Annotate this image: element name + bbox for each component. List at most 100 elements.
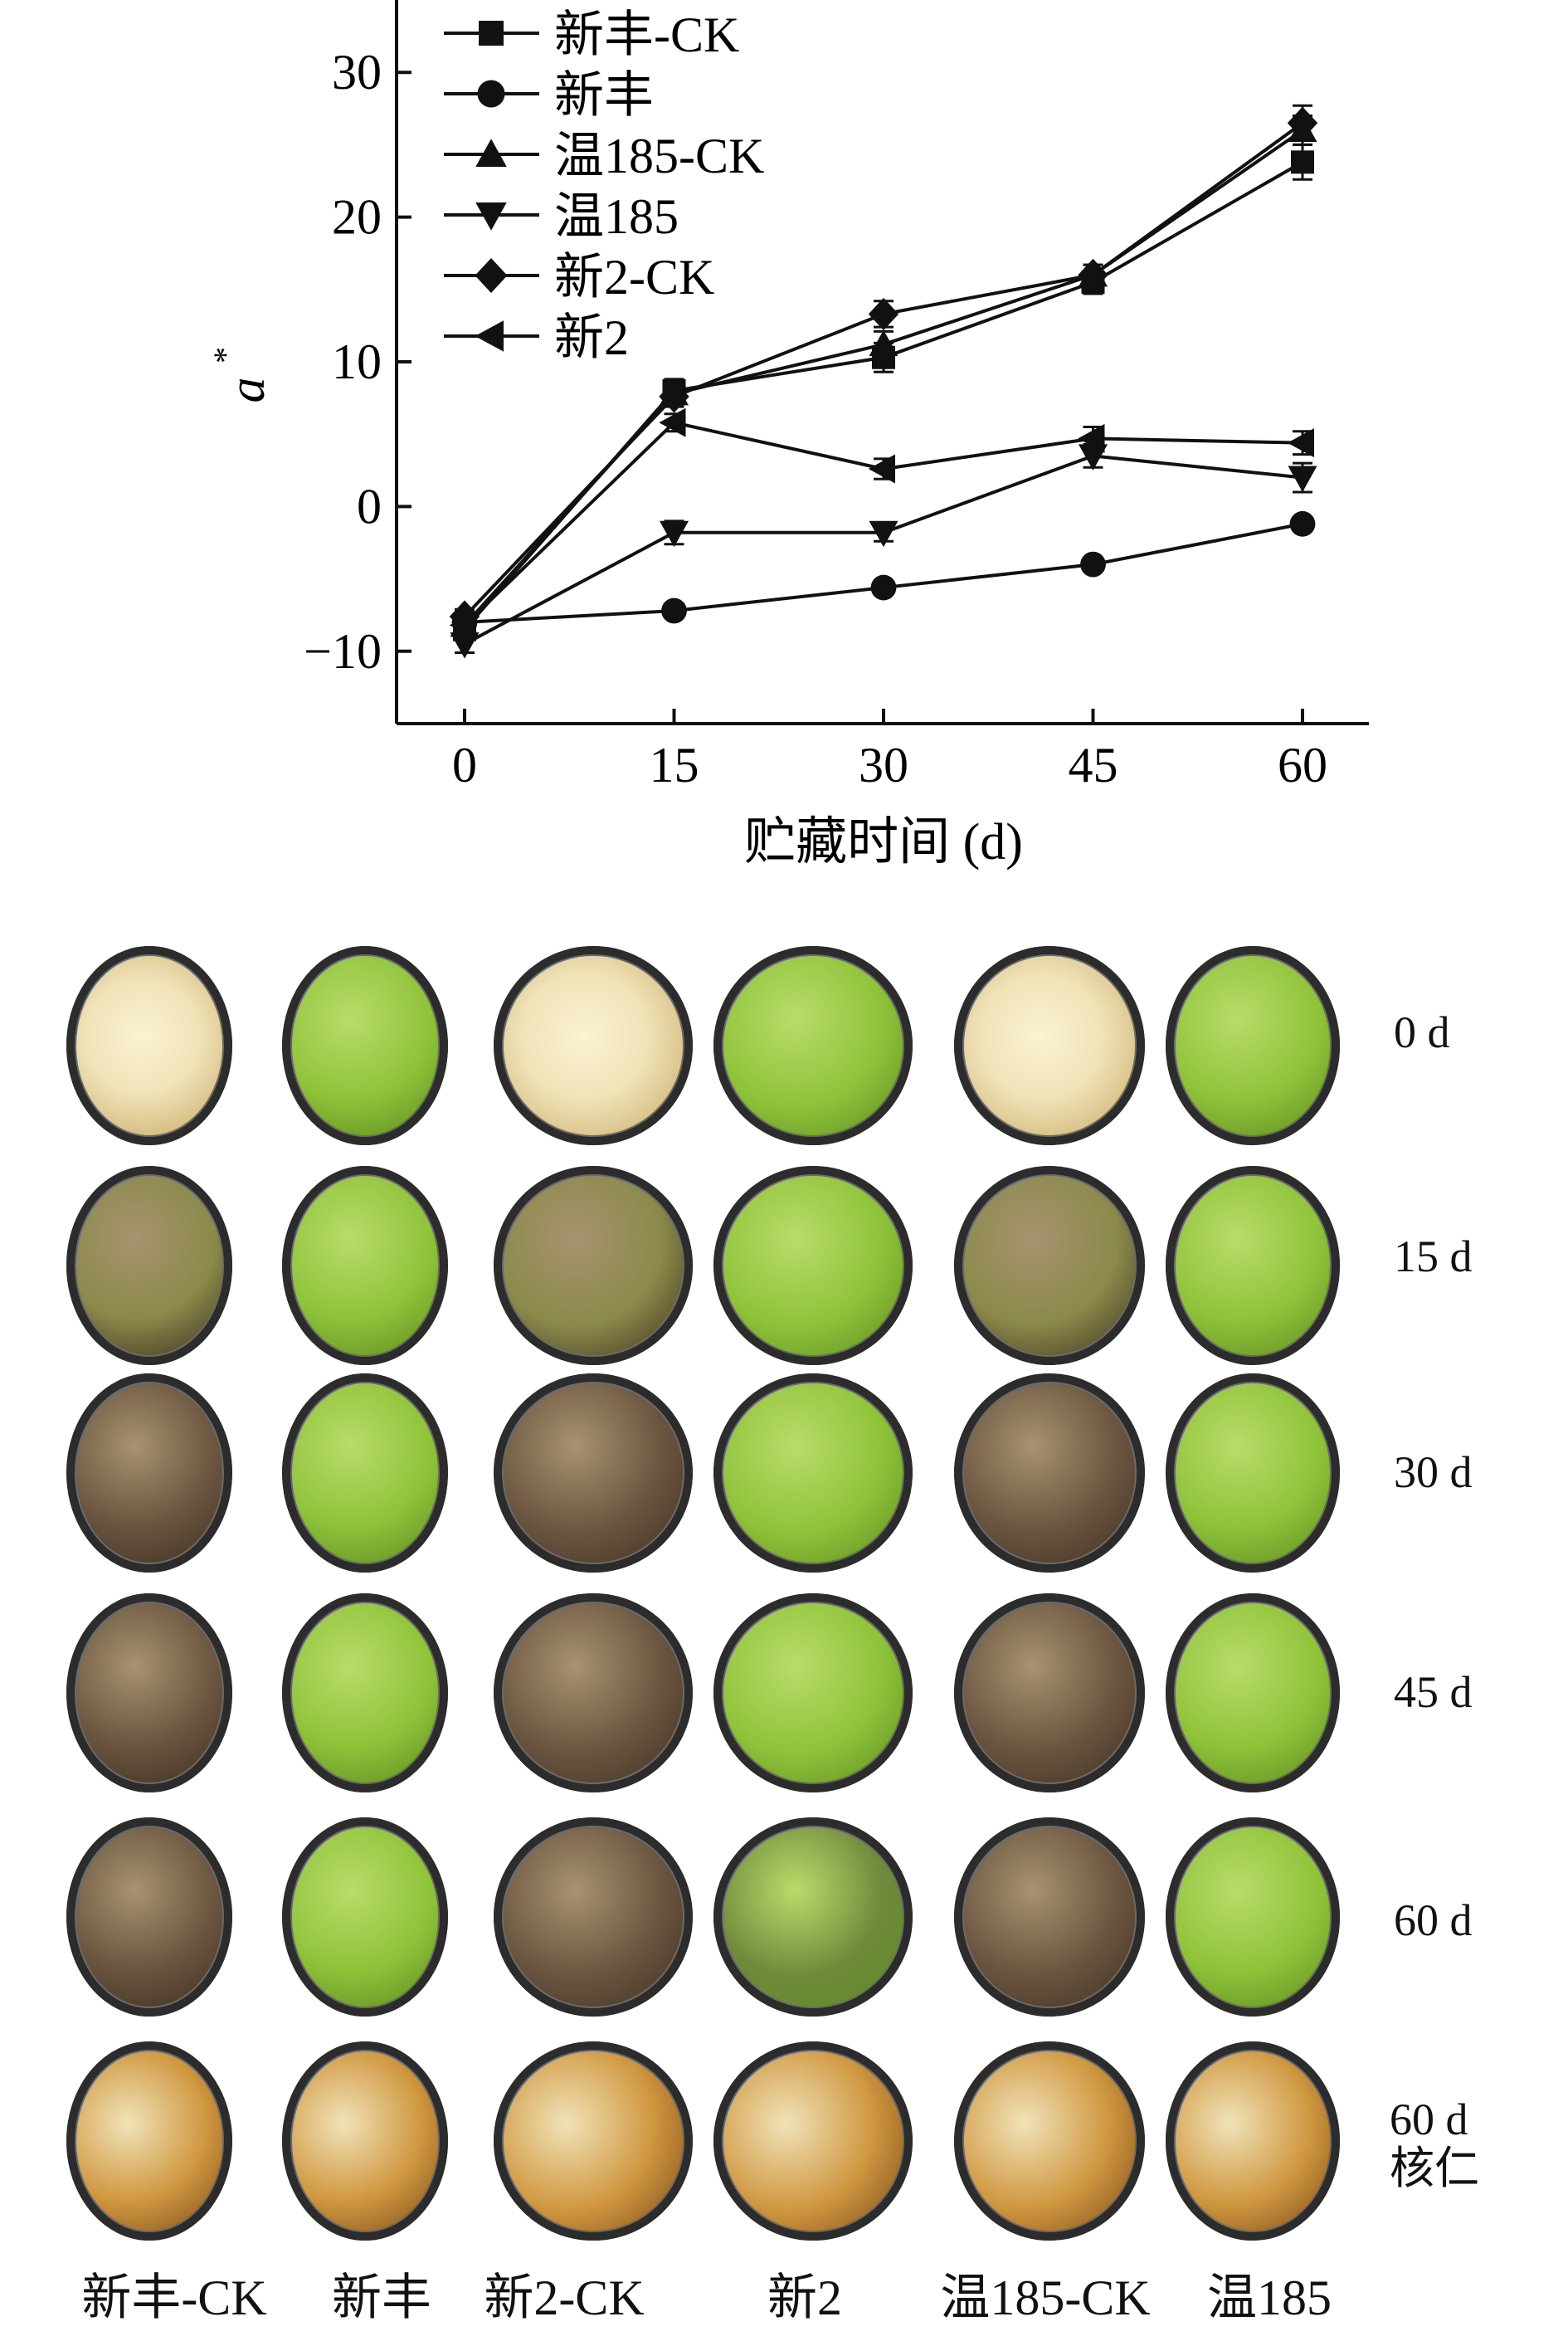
legend-entry-5: 新2: [444, 310, 629, 365]
data-point: [1289, 510, 1316, 537]
data-point: [1078, 423, 1105, 453]
column-label-wen185: 温185: [1207, 2270, 1332, 2325]
data-point: [869, 520, 898, 548]
data-point: [1287, 106, 1318, 139]
walnut-image: [1176, 1383, 1330, 1563]
photo-xin2-60d-kernel: [713, 2041, 913, 2241]
row-label-60d: 60 d: [1394, 1895, 1473, 1945]
photo-xin2-ck-45d: [494, 1593, 693, 1792]
walnut-image: [723, 1603, 903, 1783]
walnut-image: [723, 1176, 903, 1355]
legend-label: 新2-CK: [554, 250, 714, 305]
walnut-image: [504, 1383, 683, 1563]
walnut-image: [723, 1383, 903, 1563]
walnut-image: [504, 956, 683, 1135]
photo-xinfeng-15d: [282, 1166, 448, 1365]
data-point: [661, 597, 687, 624]
legend-entry-3: 温185: [444, 189, 679, 244]
data-point: [1080, 551, 1106, 578]
walnut-image: [292, 1827, 438, 2007]
legend-marker: [479, 21, 504, 46]
walnut-image: [504, 1827, 683, 2007]
photo-wen185-60d-kernel: [1166, 2041, 1340, 2241]
data-point: [659, 380, 689, 413]
walnut-image: [292, 1176, 438, 1355]
series-layer: [449, 104, 1318, 659]
column-label-xinfeng: 新丰: [332, 2270, 431, 2325]
legend-marker: [475, 202, 507, 231]
column-label-xin2: 新2: [767, 2270, 842, 2325]
chart-axes: −10 0 10 20 30 0 15 30 45 60 a *: [207, 0, 1369, 793]
legend-marker: [477, 80, 505, 108]
walnut-image: [504, 2051, 683, 2231]
walnut-image: [964, 1827, 1135, 2007]
walnut-image: [1176, 2051, 1330, 2231]
legend-marker: [475, 258, 508, 293]
x-tick-label: 15: [650, 738, 699, 793]
photo-xinfeng-45d: [282, 1593, 448, 1792]
data-point: [869, 329, 898, 357]
photo-xinfeng-ck-0d: [66, 946, 232, 1145]
photo-xinfeng-30d: [282, 1373, 448, 1573]
row-label-30d: 30 d: [1394, 1447, 1473, 1497]
walnut-image: [76, 1603, 222, 1783]
walnut-image: [964, 1603, 1135, 1783]
column-label-wen185-ck: 温185-CK: [940, 2270, 1151, 2325]
data-point: [870, 574, 897, 601]
photo-wen185-60d: [1166, 1817, 1340, 2017]
legend-entry-1: 新丰: [444, 68, 654, 123]
walnut-image: [292, 1383, 438, 1563]
photo-xin2-ck-60d-kernel: [494, 2041, 693, 2241]
photo-xinfeng-60d-kernel: [282, 2041, 448, 2241]
row-label-15d: 15 d: [1394, 1231, 1473, 1281]
photo-wen185-ck-60d-kernel: [954, 2041, 1145, 2241]
data-point: [450, 632, 480, 659]
data-point: [1291, 150, 1314, 174]
walnut-image: [292, 956, 438, 1135]
walnut-image: [76, 1827, 222, 2007]
photo-xin2-ck-15d: [494, 1166, 693, 1365]
walnut-image: [504, 1603, 683, 1783]
photo-xin2-15d: [713, 1166, 913, 1365]
photo-xin2-45d: [713, 1593, 913, 1792]
walnut-image: [292, 1603, 438, 1783]
walnut-image: [1176, 1176, 1330, 1355]
walnut-image: [292, 2051, 438, 2231]
column-label-xin2-ck: 新2-CK: [484, 2270, 645, 2325]
photo-wen185-0d: [1166, 946, 1340, 1145]
data-point: [660, 520, 689, 548]
legend-marker: [475, 320, 504, 352]
walnut-image: [964, 1176, 1135, 1355]
data-point: [1288, 466, 1317, 493]
y-tick-label: 30: [332, 45, 382, 100]
walnut-image: [723, 1827, 903, 2007]
legend-label: 新丰: [554, 68, 654, 123]
photo-wen185-ck-30d: [954, 1373, 1145, 1573]
x-tick-label: 60: [1278, 738, 1327, 793]
photo-wen185-15d: [1166, 1166, 1340, 1365]
photo-wen185-ck-15d: [954, 1166, 1145, 1365]
data-point: [868, 297, 899, 331]
row-label-0d: 0 d: [1394, 1007, 1450, 1057]
walnut-image: [76, 2051, 222, 2231]
y-axis-title-superscript: *: [207, 347, 244, 363]
photo-xin2-60d: [713, 1817, 913, 2017]
walnut-image: [964, 2051, 1135, 2231]
photo-xinfeng-ck-60d-kernel: [66, 2041, 232, 2241]
walnut-image: [76, 1383, 222, 1563]
walnut-image: [964, 1383, 1135, 1563]
data-point: [659, 407, 686, 437]
walnut-image: [964, 956, 1135, 1135]
data-point: [449, 610, 476, 640]
photo-xinfeng-0d: [282, 946, 448, 1145]
series-5: [449, 407, 1314, 640]
legend-entry-0: 新丰-CK: [444, 7, 739, 62]
walnut-image: [76, 956, 222, 1135]
walnut-image: [723, 956, 903, 1135]
photo-wen185-ck-60d: [954, 1817, 1145, 2017]
data-point: [868, 454, 895, 484]
legend-label: 新2: [554, 310, 629, 365]
photo-wen185-45d: [1166, 1593, 1340, 1792]
